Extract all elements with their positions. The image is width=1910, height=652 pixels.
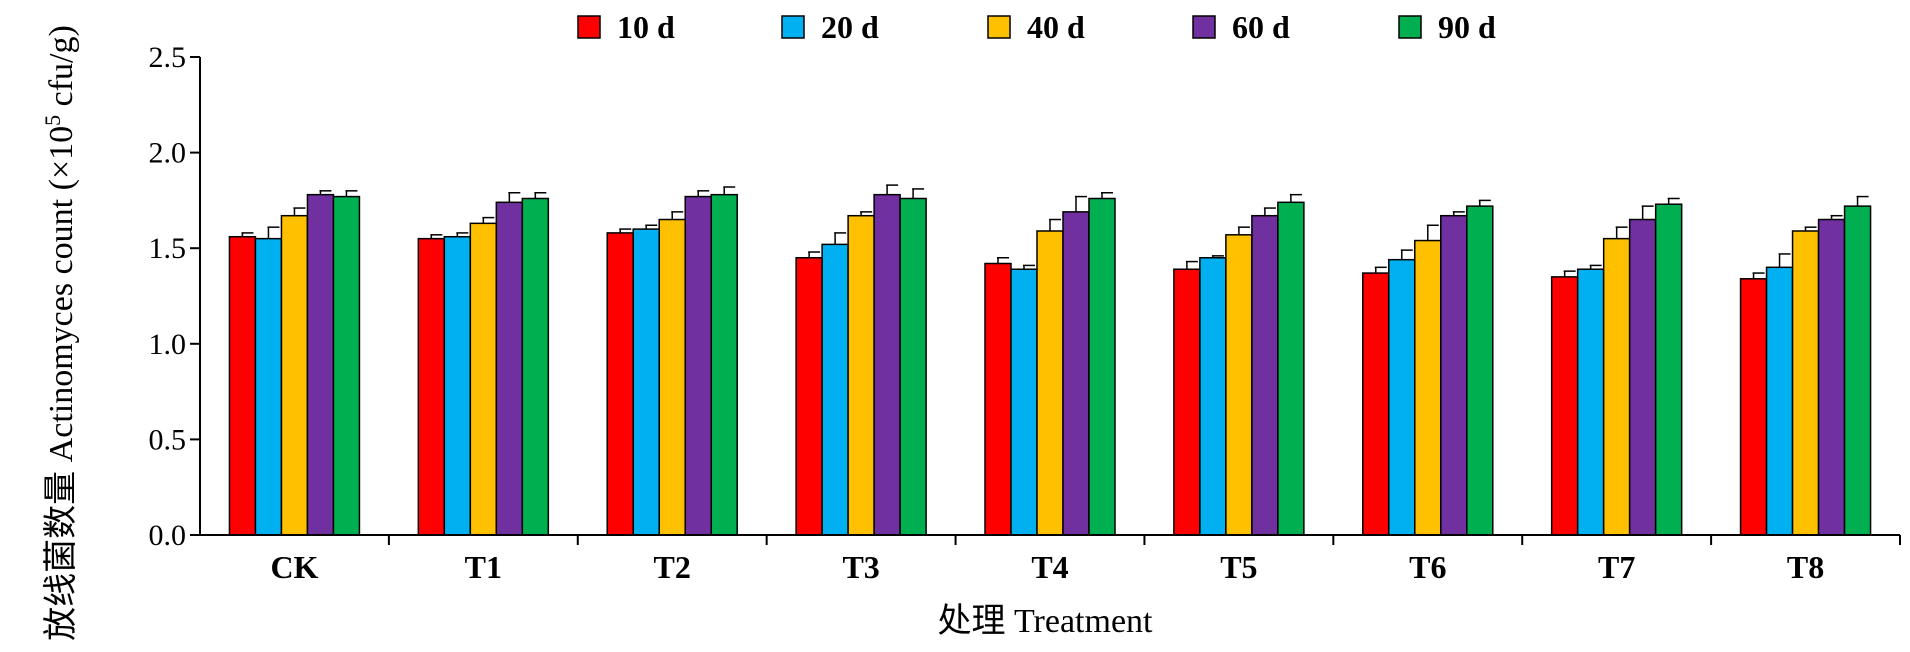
- bar: [1362, 272, 1390, 536]
- bar: [1628, 218, 1657, 536]
- y-tick-label: 1.5: [149, 232, 187, 265]
- bar: [1251, 214, 1279, 536]
- x-axis: CK T1 T2 T3 T4 T5 T6 T7 T8: [200, 534, 1901, 585]
- bar: [1654, 203, 1683, 536]
- bar: [684, 195, 712, 536]
- legend-label: 40 d: [1027, 9, 1085, 45]
- bar: [658, 218, 686, 536]
- y-axis: 0.0 0.5 1.0 1.5 2.0 2.5: [149, 41, 201, 552]
- bar: [254, 237, 283, 536]
- legend-swatch: [1192, 15, 1216, 39]
- y-tick-label: 2.5: [149, 41, 187, 74]
- bar: [1173, 268, 1201, 536]
- legend-swatch: [781, 15, 805, 39]
- legend-label: 10 d: [617, 9, 675, 45]
- bar: [495, 201, 524, 536]
- bar: [795, 257, 823, 536]
- x-tick-label: T3: [842, 549, 879, 585]
- bar: [1225, 234, 1253, 536]
- bar: [1739, 278, 1768, 536]
- bar: [821, 243, 849, 536]
- bar: [984, 262, 1012, 536]
- legend-swatch: [987, 15, 1011, 39]
- y-axis-title-main: 放线菌数量 Actinomyces count (×10: [42, 126, 80, 641]
- bar: [228, 235, 257, 536]
- legend: 10 d 20 d 40 d 60 d 90 d: [577, 9, 1496, 45]
- bar: [1817, 218, 1846, 536]
- legend-swatch: [577, 15, 601, 39]
- x-tick-label: T4: [1031, 549, 1068, 585]
- bar: [1602, 237, 1631, 536]
- bar: [847, 214, 875, 536]
- y-axis-title: 放线菌数量 Actinomyces count (×105 cfu/g): [40, 25, 80, 641]
- plot-area: [228, 184, 1872, 536]
- x-axis-title: 处理 Treatment: [937, 603, 1153, 640]
- x-tick-label: T5: [1220, 549, 1257, 585]
- bar: [1765, 266, 1794, 536]
- y-axis-title-unit: cfu/g): [43, 25, 80, 115]
- bar: [710, 193, 738, 536]
- bar: [1414, 239, 1442, 536]
- bar: [1062, 211, 1090, 536]
- bar: [1440, 214, 1468, 536]
- bar: [899, 197, 927, 536]
- bar: [1576, 268, 1605, 536]
- y-tick-label: 2.0: [149, 137, 187, 170]
- bar: [332, 195, 361, 536]
- bar: [1843, 205, 1872, 536]
- x-tick-label: T8: [1787, 549, 1824, 585]
- legend-label: 60 d: [1232, 9, 1290, 45]
- bar: [1550, 276, 1579, 536]
- bar: [1010, 268, 1038, 536]
- bar: [306, 193, 335, 536]
- bar: [1199, 257, 1227, 536]
- bar: [417, 237, 446, 536]
- bar: [280, 214, 309, 536]
- bar: [632, 228, 660, 536]
- legend-label: 20 d: [821, 9, 879, 45]
- bar: [873, 193, 901, 536]
- bar: [1466, 205, 1494, 536]
- x-tick-label: T6: [1409, 549, 1446, 585]
- x-tick-label: T2: [654, 549, 691, 585]
- legend-label: 90 d: [1438, 9, 1496, 45]
- y-axis-title-exponent: 5: [40, 115, 65, 126]
- x-tick-label: CK: [270, 549, 318, 585]
- bar: [469, 222, 498, 536]
- y-tick-label: 0.5: [149, 423, 187, 456]
- bar: [1388, 258, 1416, 536]
- x-tick-label: T1: [465, 549, 502, 585]
- x-tick-label: T7: [1598, 549, 1635, 585]
- bar: [606, 232, 634, 536]
- y-tick-label: 1.0: [149, 328, 187, 361]
- y-tick-label: 0.0: [149, 519, 187, 552]
- legend-swatch: [1398, 15, 1422, 39]
- bar: [1088, 197, 1116, 536]
- bar: [1791, 230, 1820, 536]
- bar: [1277, 201, 1305, 536]
- bar: [1036, 230, 1064, 536]
- bar: [443, 235, 472, 536]
- bar: [521, 197, 550, 536]
